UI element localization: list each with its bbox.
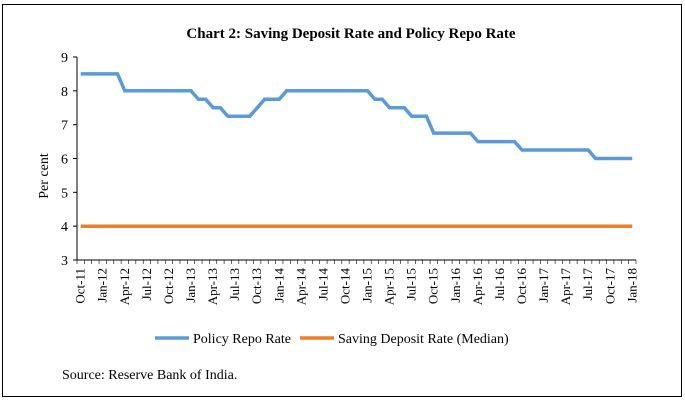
x-tick-label: Jul-12 [139, 268, 154, 301]
source-note: Source: Reserve Bank of India. [62, 368, 238, 383]
x-tick-label: Jan-16 [448, 268, 463, 303]
series-line-policy-repo-rate [80, 72, 633, 161]
y-tick-label: 4 [61, 220, 68, 235]
y-tick-label: 3 [61, 254, 68, 269]
x-tick-label: Jul-14 [315, 268, 330, 301]
x-tick-label: Apr-13 [205, 268, 220, 305]
x-tick-label: Oct-17 [602, 268, 617, 305]
legend-label: Policy Repo Rate [193, 332, 291, 347]
x-tick-label: Oct-11 [73, 268, 88, 304]
x-ticks: Oct-11 Jan-12 Apr-12 Jul-12 Oct-12 Jan-13 Apr-… [73, 260, 639, 306]
y-ticks: 3 4 5 6 7 8 9 [61, 51, 77, 269]
x-tick-label: Jan-13 [183, 268, 198, 303]
x-tick-label: Apr-17 [558, 268, 573, 306]
chart-frame [2, 4, 682, 397]
y-tick-label: 9 [61, 51, 68, 66]
chart-title: Chart 2: Saving Deposit Rate and Policy … [186, 26, 515, 42]
x-tick-label: Apr-12 [117, 268, 132, 305]
x-tick-label: Jul-15 [404, 268, 419, 301]
x-tick-label: Jul-16 [492, 268, 507, 301]
legend: Policy Repo Rate Saving Deposit Rate (Med… [155, 332, 509, 347]
y-tick-label: 8 [61, 85, 68, 100]
y-axis-label: Per cent [37, 153, 52, 199]
y-tick-label: 7 [61, 119, 68, 134]
x-tick-label: Oct-14 [337, 268, 352, 305]
x-tick-label: Jan-14 [271, 268, 286, 303]
legend-label: Saving Deposit Rate (Median) [338, 332, 509, 347]
x-tick-label: Jan-15 [360, 268, 375, 303]
x-tick-label: Jan-12 [95, 268, 110, 303]
y-tick-label: 6 [61, 153, 68, 168]
x-tick-label: Apr-14 [293, 268, 308, 306]
x-tick-label: Jan-17 [536, 268, 551, 303]
x-tick-label: Jan-18 [624, 268, 639, 303]
x-tick-label: Oct-13 [249, 268, 264, 304]
series-lines [80, 72, 633, 228]
x-tick-label: Jul-13 [227, 268, 242, 301]
x-tick-label: Jul-17 [580, 268, 595, 301]
x-tick-label: Oct-16 [514, 268, 529, 305]
x-tick-label: Apr-16 [470, 268, 485, 306]
x-tick-label: Oct-12 [161, 268, 176, 304]
y-tick-label: 5 [61, 186, 68, 201]
x-tick-label: Apr-15 [382, 268, 397, 305]
x-tick-label: Oct-15 [426, 268, 441, 304]
